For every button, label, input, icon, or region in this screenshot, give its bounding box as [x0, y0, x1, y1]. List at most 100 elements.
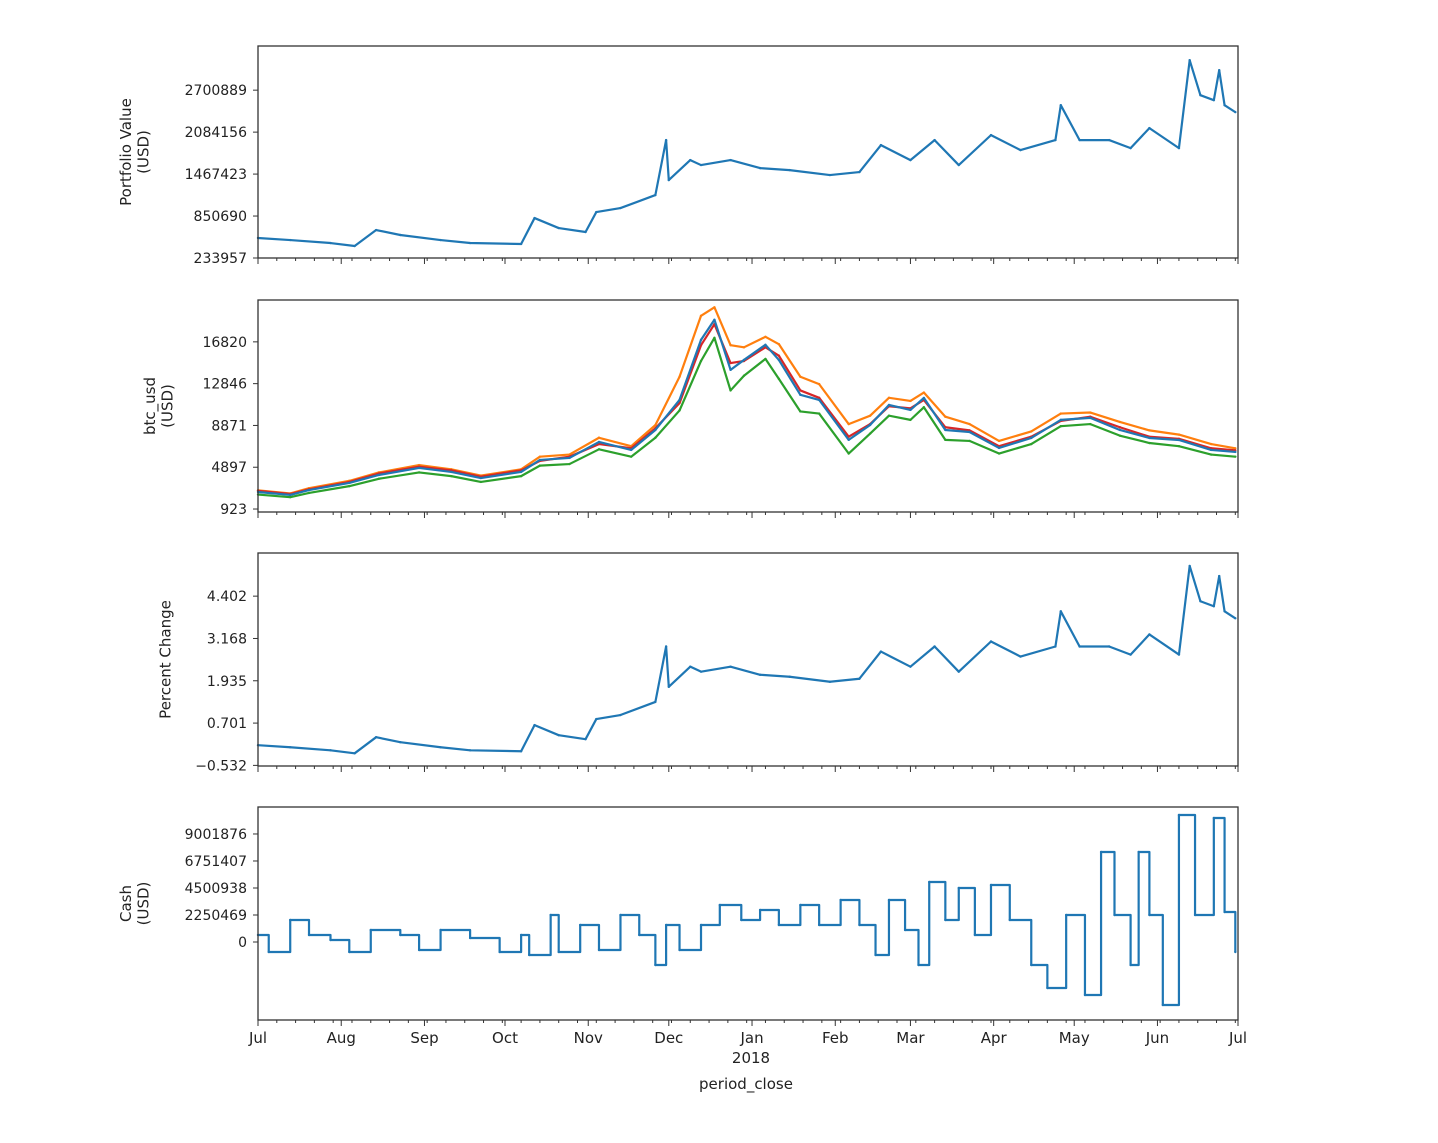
btc-usd-data-point [1148, 429, 1151, 432]
btc-usd-data-point [887, 396, 891, 399]
btc-usd-data-point [909, 399, 912, 403]
portfolio-value-data-point [584, 230, 587, 234]
btc-usd-data-point [699, 359, 703, 363]
btc-usd-data-point [909, 418, 912, 422]
cash-data-point [699, 923, 703, 927]
percent-change-data-point [329, 749, 332, 752]
portfolio-value-data-point [1188, 59, 1191, 62]
btc-usd-data-point [968, 439, 971, 443]
btc-usd-data-point [922, 406, 926, 409]
btc-usd-data-point [713, 318, 716, 321]
portfolio-value-data-point [957, 163, 960, 167]
cash-data-point [957, 886, 960, 890]
cash-data-point [519, 933, 523, 937]
portfolio-value-data-point [933, 138, 936, 142]
cash-data-point [903, 928, 907, 932]
portfolio-value-data-point [1078, 138, 1081, 142]
percent-change-y-tick-label: 1.935 [207, 674, 247, 690]
percent-change-y-axis-label: Percent Change [156, 600, 174, 719]
cash-data-point [289, 918, 292, 922]
cash-data-point [1177, 813, 1181, 817]
btc-usd-data-point [654, 436, 657, 439]
x-tick-label: May [1059, 1029, 1090, 1047]
percent-change-data-point [1188, 564, 1191, 568]
cash-axes-frame [257, 806, 1239, 1021]
portfolio-value-data-point [1177, 146, 1181, 150]
percent-change-data-point [909, 665, 912, 668]
percent-change-data-point [595, 717, 598, 721]
percent-change-data-point [468, 749, 472, 752]
cash-data-point [267, 950, 270, 954]
cash-data-point [307, 933, 311, 937]
btc-usd-data-point [568, 456, 571, 460]
btc-usd-data-point [1209, 453, 1213, 456]
btc-usd-data-point [1030, 436, 1033, 440]
btc-usd-data-point [817, 398, 821, 402]
percent-change-data-point [1148, 633, 1151, 636]
portfolio-value-data-point [619, 206, 622, 210]
cash-data-point [777, 923, 781, 927]
percent-change-data-point [689, 665, 692, 668]
btc-usd-data-point [377, 473, 381, 477]
portfolio-value-data-point [557, 226, 560, 230]
portfolio-value-data-point [1223, 103, 1226, 107]
percent-change-data-point [699, 670, 703, 673]
btc-usd-data-point [1089, 422, 1092, 426]
btc-usd-data-point [597, 436, 601, 439]
portfolio-value-y-tick-label: 2700889 [185, 83, 247, 99]
percent-change-data-point [1078, 645, 1081, 648]
btc-usd-data-point [729, 344, 732, 347]
percent-change-data-point [1107, 645, 1111, 648]
percent-change-y-tick-label: −0.532 [195, 758, 247, 774]
cash-data-point [1212, 816, 1216, 820]
x-tick-label: Oct [492, 1029, 518, 1047]
btc-usd-data-point [678, 401, 681, 405]
cash-data-point [369, 928, 372, 932]
cash-data-point [1113, 913, 1116, 917]
portfolio-value-series-line-0 [257, 59, 1236, 248]
btc-usd-data-point [777, 354, 781, 357]
cash-data-point [1008, 918, 1011, 922]
cash-data-point [1129, 963, 1132, 967]
cash-data-point [439, 928, 442, 932]
portfolio-value-data-point [879, 143, 883, 147]
cash-data-point [917, 963, 920, 967]
percent-change-data-point [289, 746, 292, 749]
btc-usd-y-axis-label: btc_usd(USD) [141, 377, 176, 435]
cash-data-point [654, 963, 657, 967]
cash-data-point [1046, 986, 1049, 990]
cash-data-point [619, 913, 622, 917]
btc-usd-data-point [909, 408, 912, 412]
cash-y-tick-label: 4500938 [185, 881, 247, 897]
portfolio-value-y-tick-label: 1467423 [185, 167, 247, 183]
x-tick-label: Nov [574, 1029, 603, 1047]
btc-usd-data-point [289, 495, 292, 499]
btc-usd-data-point [699, 314, 703, 317]
cash-data-point [664, 923, 668, 927]
percent-change-y-tick-label: 0.701 [207, 716, 247, 732]
btc-usd-data-point [868, 423, 872, 427]
portfolio-value-data-point [533, 216, 536, 220]
btc-usd-data-point [1118, 434, 1122, 437]
x-tick-label: Aug [327, 1029, 356, 1047]
btc-usd-data-point [1209, 448, 1213, 452]
btc-usd-data-point [764, 335, 767, 339]
percent-change-data-point [1129, 653, 1132, 656]
percent-change-data-point [1234, 617, 1237, 620]
btc-usd-data-point [1118, 426, 1122, 429]
percent-change-data-point [654, 700, 657, 704]
portfolio-value-y-axis-label: Portfolio Value(USD) [117, 98, 152, 206]
btc-usd-data-point [868, 414, 872, 417]
btc-usd-data-point [538, 455, 542, 458]
btc-usd-data-point [799, 410, 802, 413]
portfolio-value-data-point [1148, 126, 1151, 130]
portfolio-value-data-point [1019, 148, 1022, 152]
btc-usd-data-point [922, 396, 926, 400]
cash-data-point [1099, 850, 1103, 854]
btc-usd-data-point [1234, 450, 1237, 454]
cash-data-point [597, 948, 601, 952]
portfolio-value-data-point [399, 233, 402, 237]
btc-usd-data-point [1177, 444, 1181, 448]
cash-data-point [1234, 950, 1237, 954]
btc-usd-data-point [742, 346, 746, 349]
